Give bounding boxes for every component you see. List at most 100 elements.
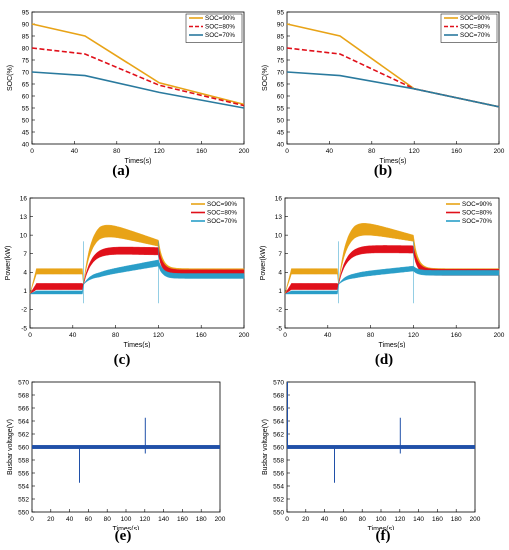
y-axis-label: Busbar voltage(V) bbox=[262, 419, 269, 475]
x-tick-label: 100 bbox=[121, 516, 132, 523]
x-tick-label: 200 bbox=[470, 516, 481, 523]
y-tick-label: 560 bbox=[273, 444, 284, 451]
series-line bbox=[31, 47, 245, 107]
y-tick-label: 570 bbox=[18, 379, 29, 386]
y-tick-label: 566 bbox=[18, 405, 29, 412]
x-tick-label: 0 bbox=[285, 516, 289, 523]
x-tick-label: 0 bbox=[285, 148, 289, 155]
caption-b: (b) bbox=[373, 163, 393, 179]
x-tick-label: 100 bbox=[376, 516, 387, 523]
y-tick-label: 564 bbox=[18, 418, 29, 425]
y-tick-label: 13 bbox=[20, 214, 28, 221]
x-tick-label: 40 bbox=[326, 148, 334, 155]
y-tick-label: 1 bbox=[23, 288, 27, 295]
legend-label: SOC=90% bbox=[205, 15, 235, 22]
series-line bbox=[286, 71, 500, 108]
x-tick-label: 200 bbox=[215, 516, 226, 523]
legend-label: SOC=70% bbox=[205, 32, 235, 39]
y-tick-label: 13 bbox=[275, 214, 283, 221]
x-tick-label: 160 bbox=[196, 332, 207, 339]
y-axis-label: Power(kW) bbox=[260, 246, 267, 281]
x-tick-label: 120 bbox=[154, 148, 165, 155]
x-tick-label: 0 bbox=[283, 332, 287, 339]
legend-label: SOC=80% bbox=[462, 210, 492, 217]
x-tick-label: 200 bbox=[494, 148, 505, 155]
x-axis-label: Times(s) bbox=[125, 158, 152, 165]
y-tick-label: 570 bbox=[273, 379, 284, 386]
caption-e: (e) bbox=[114, 528, 132, 544]
x-tick-label: 120 bbox=[394, 516, 405, 523]
legend-label: SOC=90% bbox=[207, 201, 237, 208]
voltage-trace bbox=[287, 445, 475, 449]
y-tick-label: 85 bbox=[22, 33, 30, 40]
y-tick-label: -2 bbox=[276, 307, 282, 314]
y-tick-label: 60 bbox=[22, 93, 30, 100]
x-tick-label: 40 bbox=[321, 516, 329, 523]
chart-panel-d: 0 40 80 120 160 200 -5 -2 1 4 7 10 13 16 Times(s) Power… bbox=[255, 186, 509, 361]
y-tick-label: 95 bbox=[22, 9, 30, 16]
x-axis-label: Times(s) bbox=[368, 526, 395, 530]
y-tick-label: 7 bbox=[278, 251, 282, 258]
y-tick-label: 556 bbox=[18, 470, 29, 477]
x-axis-label: Times(s) bbox=[113, 526, 140, 530]
legend-label: SOC=90% bbox=[462, 201, 492, 208]
legend-label: SOC=70% bbox=[460, 32, 490, 39]
x-tick-label: 180 bbox=[196, 516, 207, 523]
chart-panel-f: 0 20 40 60 80 100 120 140 160 180 200 550 552 554 556 5… bbox=[255, 370, 509, 533]
plot-area bbox=[29, 197, 245, 329]
x-tick-label: 40 bbox=[71, 148, 79, 155]
legend-label: SOC=80% bbox=[460, 24, 490, 31]
series-band bbox=[29, 246, 245, 295]
y-tick-label: 566 bbox=[273, 405, 284, 412]
voltage-trace bbox=[32, 445, 220, 449]
x-tick-label: 80 bbox=[113, 148, 121, 155]
x-tick-label: 80 bbox=[367, 332, 375, 339]
y-tick-label: -5 bbox=[21, 325, 27, 332]
y-tick-label: 85 bbox=[277, 33, 285, 40]
x-tick-label: 0 bbox=[30, 516, 34, 523]
x-tick-label: 120 bbox=[153, 332, 164, 339]
x-tick-label: 200 bbox=[494, 332, 505, 339]
series-line bbox=[286, 47, 500, 108]
x-tick-label: 200 bbox=[239, 148, 250, 155]
chart-f: 0 20 40 60 80 100 120 140 160 180 200 550 552 554 556 5… bbox=[262, 379, 481, 533]
x-tick-label: 40 bbox=[66, 516, 74, 523]
legend-label: SOC=80% bbox=[207, 210, 237, 217]
y-axis-label: Power(kW) bbox=[5, 246, 12, 281]
x-tick-label: 80 bbox=[112, 332, 120, 339]
y-tick-label: 16 bbox=[20, 195, 28, 202]
y-tick-label: 45 bbox=[277, 129, 285, 136]
y-tick-label: 568 bbox=[18, 392, 29, 399]
y-tick-label: 1 bbox=[278, 288, 282, 295]
x-tick-label: 160 bbox=[451, 332, 462, 339]
y-tick-label: 65 bbox=[22, 81, 30, 88]
y-tick-label: 550 bbox=[18, 509, 29, 516]
y-tick-label: 568 bbox=[273, 392, 284, 399]
x-tick-label: 80 bbox=[359, 516, 367, 523]
x-tick-label: 200 bbox=[239, 332, 250, 339]
chart-panel-c: 0 40 80 120 160 200 -5 -2 1 4 7 10 13 16 Times(s) Power… bbox=[0, 186, 254, 361]
y-tick-label: 4 bbox=[278, 270, 282, 277]
x-tick-label: 40 bbox=[69, 332, 77, 339]
x-tick-label: 160 bbox=[432, 516, 443, 523]
y-tick-label: 45 bbox=[22, 129, 30, 136]
legend-label: SOC=90% bbox=[460, 15, 490, 22]
y-tick-label: 40 bbox=[277, 141, 285, 148]
x-axis-label: Times(s) bbox=[379, 342, 406, 348]
x-tick-label: 140 bbox=[158, 516, 169, 523]
x-tick-label: 120 bbox=[409, 148, 420, 155]
plot-area bbox=[284, 197, 500, 329]
series-line bbox=[31, 71, 245, 109]
chart-panel-e: 0 20 40 60 80 100 120 140 160 180 200 550 552 554 556 5… bbox=[0, 370, 254, 533]
y-tick-label: 558 bbox=[18, 457, 29, 464]
chart-d: 0 40 80 120 160 200 -5 -2 1 4 7 10 13 16 Times(s) Power… bbox=[260, 195, 505, 349]
legend-label: SOC=70% bbox=[207, 218, 237, 225]
series-line bbox=[31, 23, 245, 106]
y-tick-label: 552 bbox=[18, 496, 29, 503]
y-tick-label: 50 bbox=[22, 117, 30, 124]
y-tick-label: 552 bbox=[273, 496, 284, 503]
y-tick-label: 50 bbox=[277, 117, 285, 124]
y-tick-label: 60 bbox=[277, 93, 285, 100]
y-tick-label: 80 bbox=[22, 45, 30, 52]
y-tick-label: 16 bbox=[275, 195, 283, 202]
